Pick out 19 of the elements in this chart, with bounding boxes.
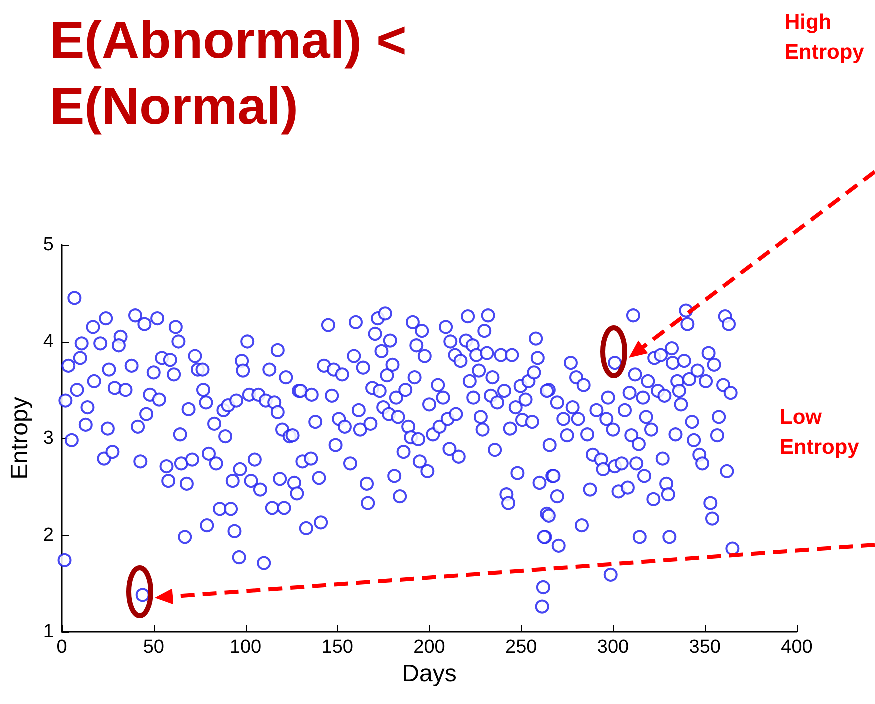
chart-title: E(Abnormal) < E(Normal)	[50, 11, 408, 138]
x-tick-label: 100	[230, 637, 262, 658]
x-tick-label: 350	[689, 637, 721, 658]
x-tick-label: 50	[143, 637, 164, 658]
y-tick-label: 5	[43, 234, 54, 256]
x-tick-label: 250	[506, 637, 538, 658]
x-tick-label: 400	[781, 637, 813, 658]
y-tick-label: 4	[43, 331, 54, 352]
y-tick-label: 2	[43, 524, 54, 546]
y-axis-title: Entropy	[6, 397, 34, 480]
x-axis-title: Days	[402, 660, 457, 688]
y-tick-label: 3	[43, 428, 54, 449]
annotation: Low Entropy	[780, 405, 860, 461]
x-tick-label: 200	[414, 637, 446, 658]
x-tick-label: 300	[597, 637, 630, 658]
text: High Entropy	[785, 10, 866, 66]
x-tick-label: 150	[322, 637, 354, 658]
y-tick-label: 1	[43, 622, 54, 642]
x-tick-label: 0	[56, 637, 68, 658]
